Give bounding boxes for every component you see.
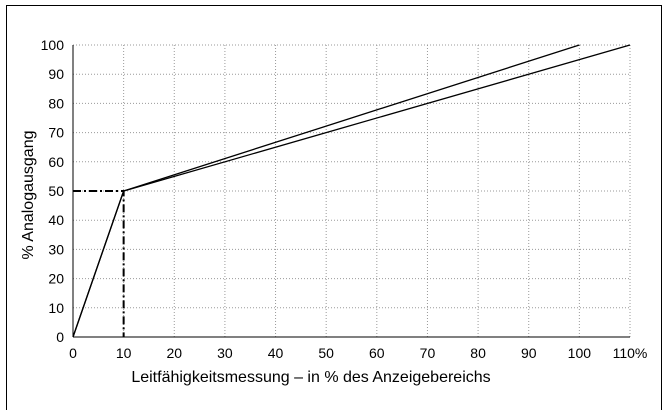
y-tick-label: 60 xyxy=(48,154,64,170)
x-tick-label: 100 xyxy=(568,345,592,361)
y-tick-label: 90 xyxy=(48,66,64,82)
x-tick-label: 80 xyxy=(470,345,486,361)
series-line-2 xyxy=(72,44,631,338)
x-tick-label: 110% xyxy=(613,345,648,361)
x-tick-label: 70 xyxy=(420,345,436,361)
y-tick-labels: 0 10 20 30 40 50 60 70 80 90 100 xyxy=(41,37,65,345)
grid xyxy=(73,44,631,337)
x-tick-label: 0 xyxy=(69,345,77,361)
y-tick-label: 40 xyxy=(48,212,64,228)
x-tick-label: 50 xyxy=(318,345,334,361)
x-tick-label: 60 xyxy=(369,345,385,361)
y-tick-label: 80 xyxy=(48,95,64,111)
x-tick-label: 10 xyxy=(116,345,132,361)
x-tick-label: 90 xyxy=(521,345,537,361)
y-tick-label: 70 xyxy=(48,125,64,141)
x-tick-labels: 0 10 20 30 40 50 60 70 80 90 100 110% xyxy=(69,345,647,361)
x-tick-label: 20 xyxy=(166,345,182,361)
y-tick-label: 30 xyxy=(48,241,64,257)
x-tick-label: 40 xyxy=(268,345,284,361)
x-tick-label: 30 xyxy=(217,345,233,361)
y-tick-label: 50 xyxy=(48,183,64,199)
y-tick-label: 10 xyxy=(48,300,64,316)
y-tick-label: 0 xyxy=(56,329,64,345)
chart-frame xyxy=(6,5,662,410)
x-axis-label: Leitfähigkeitsmessung – in % des Anzeige… xyxy=(131,369,490,386)
y-axis-label: % Analogausgang xyxy=(20,131,37,260)
series-lines xyxy=(72,44,631,338)
axes xyxy=(72,45,630,338)
y-tick-label: 100 xyxy=(41,37,65,53)
y-tick-label: 20 xyxy=(48,271,64,287)
